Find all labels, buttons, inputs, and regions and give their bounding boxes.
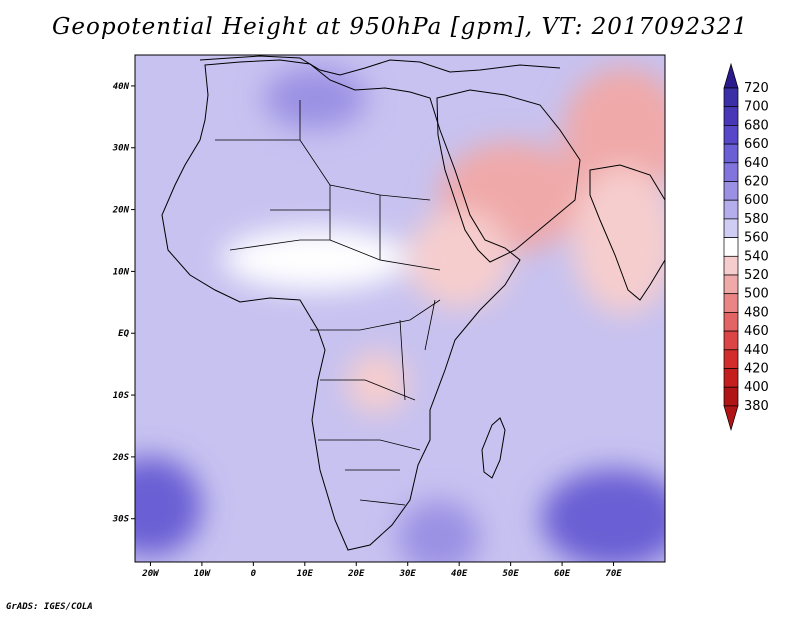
colorbar-segment <box>723 330 739 351</box>
colorbar-segment <box>723 349 739 369</box>
coastlines <box>161 55 665 551</box>
colorbar-label: 480 <box>744 305 769 320</box>
colorbar-label: 680 <box>744 118 769 133</box>
field-region-south-atlantic-high <box>135 456 202 556</box>
field-region-iran-heat-low <box>562 67 665 204</box>
field-region-congo-low <box>345 351 408 414</box>
chart-title: Geopotential Height at 950hPa [gpm], VT:… <box>52 14 748 40</box>
colorbar-segment <box>723 199 739 220</box>
lat-tick-label: 30S <box>112 515 130 525</box>
lat-tick-label: 20N <box>112 206 130 216</box>
colorbar-segment <box>723 368 739 388</box>
colorbar-label: 600 <box>744 193 769 208</box>
colorbar-segment <box>723 106 739 126</box>
field-region-south-indian-high <box>541 469 665 562</box>
colorbar-label: 580 <box>744 212 769 227</box>
field-region-sahel-trough <box>222 228 408 290</box>
colorbar-segment <box>723 386 739 407</box>
axes: 20W 10W 0 10E 20E 30E 40E 50E 60E 70E 40N 30N 20N 10N… <box>112 82 623 579</box>
plot-frame <box>134 54 666 563</box>
africa-coastline <box>161 59 521 551</box>
colorbar-segment <box>723 274 739 295</box>
lon-tick-label: 20E <box>347 569 365 579</box>
colorbar-label: 460 <box>744 324 769 339</box>
colorbar-label: 640 <box>744 156 769 171</box>
colorbar-label: 660 <box>744 137 769 152</box>
plot-area <box>135 55 665 562</box>
colorbar-segment <box>723 87 739 108</box>
colorbar-label: 500 <box>744 287 769 302</box>
colorbar-label: 520 <box>744 268 769 283</box>
colorbar-segment <box>723 293 739 313</box>
colorbar-label: 380 <box>744 399 769 414</box>
lon-tick-label: 10W <box>194 569 212 579</box>
colorbar-label: 420 <box>744 362 769 377</box>
lon-tick-label: 40E <box>451 569 468 579</box>
colorbar-label: 440 <box>744 343 769 358</box>
colorbar-label: 620 <box>744 175 769 190</box>
lon-tick-label: 10E <box>297 569 314 579</box>
colorbar-label: 560 <box>744 231 769 246</box>
lon-tick-label: 50E <box>502 569 519 579</box>
india-coastline <box>589 164 665 301</box>
lon-tick-label: 60E <box>554 569 571 579</box>
madagascar-coastline <box>481 417 506 479</box>
colorbar-segment <box>723 125 739 145</box>
colorbar-label: 540 <box>744 249 769 264</box>
colorbar-segment <box>723 162 739 182</box>
field-region-mediterranean-high <box>263 67 367 130</box>
lon-tick-label: 0 <box>251 569 257 579</box>
colorbar-segment <box>723 218 739 238</box>
lon-tick-label: 30E <box>399 569 417 579</box>
lat-tick-label: 10N <box>113 267 130 277</box>
lat-tick-label: 10S <box>113 391 130 401</box>
colorbar-top-arrow <box>723 62 739 89</box>
colorbar-segment <box>723 312 739 332</box>
field-region-agulhas-ridge <box>397 500 480 562</box>
colorbar: 720 700 680 660 640 620 600 580 560 540 520 500 480 4… <box>723 62 769 432</box>
europe-coastline <box>199 55 561 76</box>
field-layer <box>135 67 665 562</box>
colorbar-segment <box>723 181 739 201</box>
lat-tick-label: EQ <box>118 329 129 339</box>
colorbar-segment <box>723 255 739 276</box>
field-region-horn-low <box>407 209 511 309</box>
lon-tick-label: 20W <box>141 569 160 579</box>
colorbar-bottom-arrow <box>723 405 739 432</box>
grads-credit: GrADS: IGES/COLA <box>6 602 93 612</box>
colorbar-label: 400 <box>744 380 769 395</box>
lat-tick-label: 40N <box>113 82 130 92</box>
lat-tick-label: 20S <box>112 453 130 463</box>
colorbar-label: 700 <box>744 100 769 115</box>
field-region-india-low <box>572 166 665 315</box>
colorbar-label: 720 <box>744 81 769 96</box>
arabia-coastline <box>436 89 581 263</box>
colorbar-segment <box>723 237 739 257</box>
lat-tick-label: 30N <box>112 144 130 154</box>
internal-borders <box>215 100 441 506</box>
colorbar-segment <box>723 143 739 164</box>
lon-tick-label: 70E <box>605 569 622 579</box>
